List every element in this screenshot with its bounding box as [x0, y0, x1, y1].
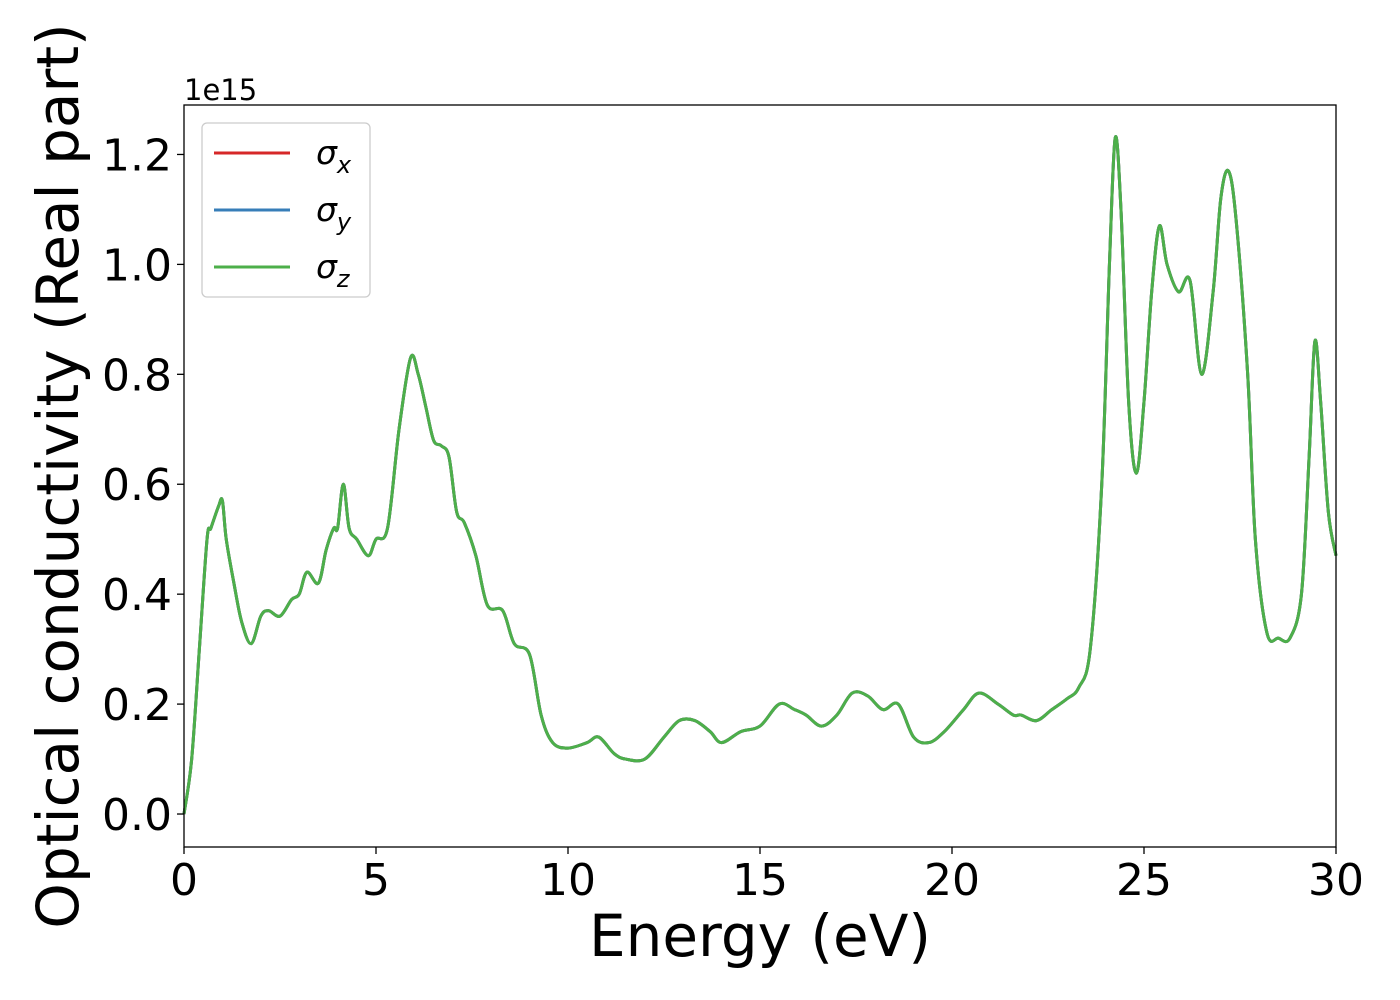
x-tick-label: 20: [924, 855, 980, 906]
y-tick-label: 0.8: [102, 350, 172, 401]
y-tick-label: 1.2: [102, 130, 172, 181]
y-tick-label: 0.4: [102, 570, 172, 621]
x-tick-label: 15: [732, 855, 788, 906]
y-offset-text: 1e15: [184, 73, 257, 107]
legend: σx σy σz: [201, 122, 371, 298]
x-tick-label: 5: [362, 855, 390, 906]
x-tick-label: 10: [540, 855, 596, 906]
legend-label-sigma-z: σz: [316, 247, 351, 293]
y-tick-label: 0.2: [102, 680, 172, 731]
series-layer: [182, 135, 1338, 815]
x-tick-label: 25: [1116, 855, 1172, 906]
y-tick-label: 0.0: [102, 790, 172, 841]
x-tick-label: 0: [170, 855, 198, 906]
y-tick-label: 1.0: [102, 240, 172, 291]
plot-area: [184, 105, 1336, 847]
x-axis-ticks: 0 5 10 15 20 25 30: [170, 847, 1364, 906]
y-axis-title: Optical conductivity (Real part): [24, 23, 92, 928]
x-axis-title: Energy (eV): [589, 902, 931, 970]
legend-label-sigma-y: σy: [316, 190, 352, 236]
legend-label-sigma-x: σx: [316, 133, 352, 179]
series-line-sigma-z: [182, 135, 1338, 815]
y-axis-ticks: 0.0 0.2 0.4 0.6 0.8 1.0 1.2: [102, 130, 184, 841]
y-tick-label: 0.6: [102, 460, 172, 511]
x-tick-label: 30: [1308, 855, 1364, 906]
